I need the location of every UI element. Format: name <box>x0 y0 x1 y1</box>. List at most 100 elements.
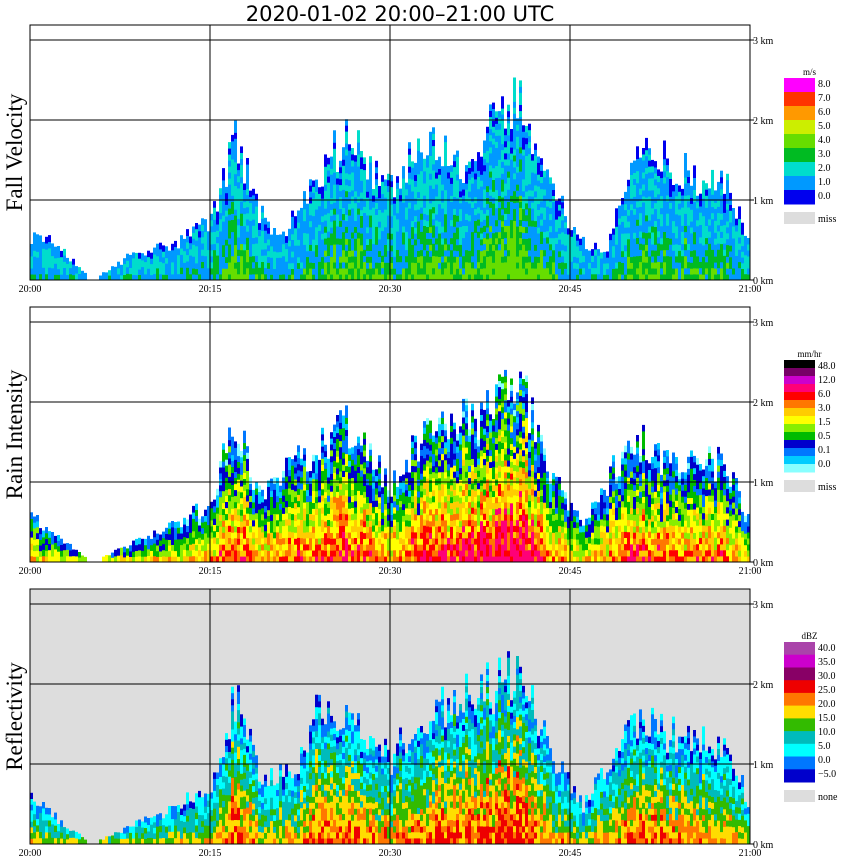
echo-cell <box>246 537 249 545</box>
echo-cell <box>678 220 681 228</box>
echo-cell <box>336 426 339 434</box>
colorbar-swatch <box>784 162 815 177</box>
echo-cell <box>180 248 183 255</box>
echo-cell <box>234 197 237 204</box>
echo-cell <box>315 274 318 281</box>
echo-cell <box>228 142 231 149</box>
echo-cell <box>303 274 306 281</box>
echo-cell <box>510 189 513 196</box>
echo-cell <box>732 226 735 233</box>
echo-cell <box>690 250 693 257</box>
echo-cell <box>171 538 174 545</box>
echo-cell <box>519 92 522 99</box>
echo-cell <box>339 416 342 423</box>
echo-cell <box>435 250 438 257</box>
echo-cell <box>267 556 270 563</box>
y-tick-label: 1 km <box>753 196 774 207</box>
echo-cell <box>399 267 402 275</box>
echo-cell <box>141 266 144 274</box>
echo-cell <box>429 538 432 545</box>
echo-cell <box>468 238 471 245</box>
echo-cell <box>555 249 558 257</box>
echo-cell <box>297 494 300 502</box>
echo-cell <box>246 158 249 165</box>
echo-cell <box>327 212 330 220</box>
echo-cell <box>522 155 525 162</box>
echo-cell <box>195 228 198 235</box>
echo-cell <box>438 215 441 222</box>
echo-cell <box>561 213 564 221</box>
echo-cell <box>675 201 678 209</box>
echo-cell <box>657 218 660 226</box>
echo-cell <box>450 201 453 208</box>
echo-cell <box>708 261 711 269</box>
echo-cell <box>522 274 525 281</box>
echo-cell <box>732 262 735 269</box>
echo-cell <box>297 555 300 563</box>
echo-cell <box>339 537 342 545</box>
echo-cell <box>669 190 672 197</box>
echo-cell <box>360 451 363 459</box>
colorbar-swatch <box>784 120 815 135</box>
echo-cell <box>696 219 699 227</box>
echo-cell <box>297 451 300 459</box>
echo-cell <box>561 249 564 257</box>
echo-cell <box>426 514 429 521</box>
echo-cell <box>417 550 420 557</box>
echo-cell <box>426 238 429 245</box>
echo-cell <box>327 200 330 208</box>
echo-cell <box>381 261 384 269</box>
echo-cell <box>624 191 627 199</box>
echo-cell <box>360 555 363 563</box>
echo-cell <box>207 249 210 257</box>
echo-cell <box>240 515 243 522</box>
echo-cell <box>360 221 363 228</box>
echo-cell <box>453 184 456 191</box>
echo-cell <box>186 525 189 533</box>
echo-cell <box>726 191 729 198</box>
echo-cell <box>420 526 423 533</box>
echo-cell <box>222 556 225 563</box>
echo-cell <box>279 532 282 539</box>
echo-cell <box>360 174 363 181</box>
echo-cell <box>381 255 384 262</box>
echo-cell <box>387 274 390 281</box>
echo-cell <box>342 525 345 532</box>
echo-cell <box>543 219 546 226</box>
echo-cell <box>486 262 489 269</box>
echo-cell <box>135 556 138 563</box>
echo-cell <box>231 544 234 551</box>
echo-cell <box>501 256 504 263</box>
echo-cell <box>339 543 342 551</box>
echo-cell <box>312 233 315 240</box>
echo-cell <box>237 508 240 516</box>
echo-cell <box>537 274 540 281</box>
echo-cell <box>213 273 216 281</box>
echo-cell <box>540 182 543 190</box>
echo-cell <box>33 274 36 281</box>
echo-cell <box>195 268 198 275</box>
echo-cell <box>393 555 396 563</box>
echo-cell <box>378 544 381 551</box>
echo-cell <box>420 219 423 226</box>
echo-cell <box>408 490 411 497</box>
echo-cell <box>333 538 336 545</box>
echo-cell <box>162 555 165 563</box>
echo-cell <box>228 488 231 496</box>
echo-cell <box>342 537 345 545</box>
echo-cell <box>357 490 360 497</box>
echo-cell <box>333 508 336 515</box>
echo-cell <box>345 137 348 144</box>
echo-cell <box>144 550 147 557</box>
echo-cell <box>300 244 303 251</box>
echo-cell <box>477 194 480 202</box>
echo-cell <box>339 477 342 484</box>
echo-cell <box>474 161 477 168</box>
echo-cell <box>234 126 237 133</box>
echo-cell <box>366 544 369 551</box>
echo-cell <box>414 244 417 252</box>
echo-cell <box>393 513 396 520</box>
echo-cell <box>408 262 411 269</box>
echo-cell <box>180 556 183 563</box>
echo-cell <box>270 490 273 497</box>
